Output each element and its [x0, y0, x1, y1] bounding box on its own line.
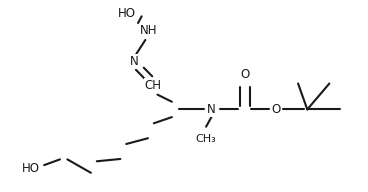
Text: N: N [207, 103, 216, 116]
Text: HO: HO [22, 162, 40, 175]
Text: CH: CH [144, 79, 161, 92]
Text: O: O [241, 68, 250, 81]
Text: CH₃: CH₃ [196, 134, 216, 144]
Text: NH: NH [140, 24, 158, 37]
Text: N: N [130, 55, 139, 68]
Text: O: O [271, 103, 281, 116]
Text: HO: HO [118, 7, 136, 20]
